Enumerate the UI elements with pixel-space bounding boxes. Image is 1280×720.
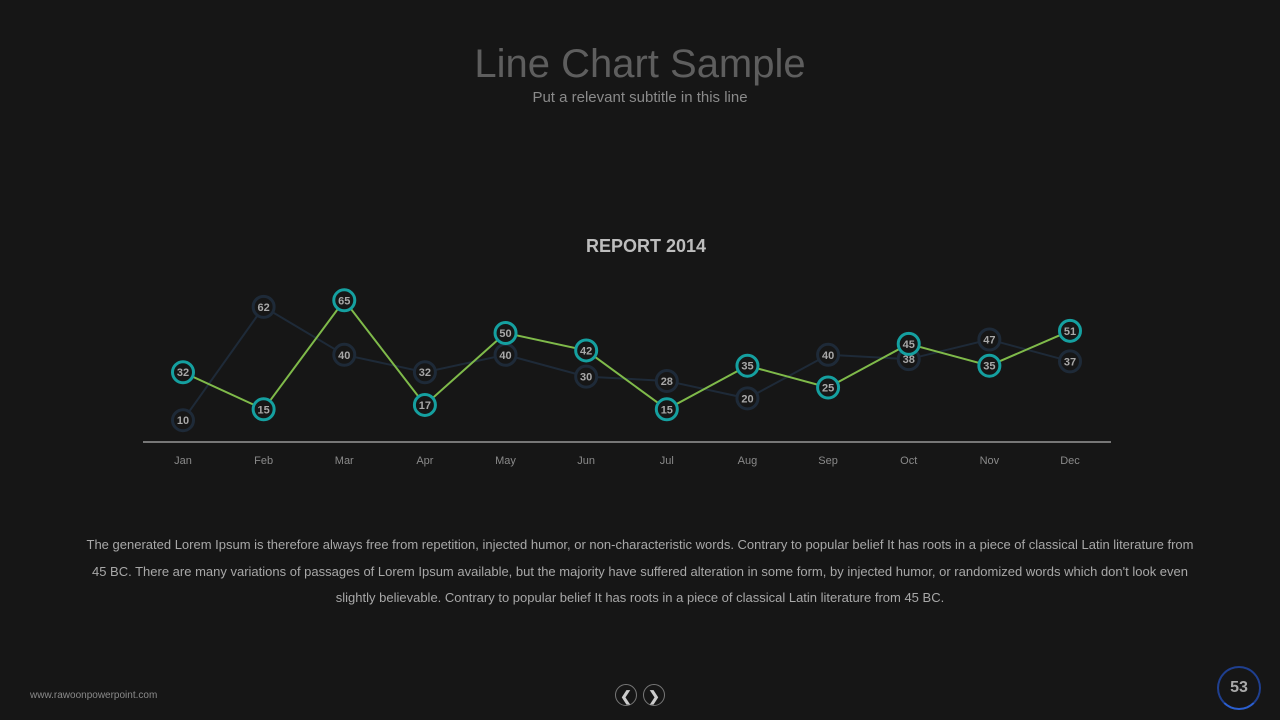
x-tick-label: Jul: [660, 455, 674, 467]
data-label: 40: [499, 350, 511, 362]
x-tick-label: Dec: [1060, 455, 1080, 467]
data-point: [977, 327, 1002, 352]
data-label: 15: [258, 404, 270, 416]
data-label: 38: [903, 354, 915, 366]
data-label: 51: [1064, 326, 1076, 338]
data-label: 32: [177, 367, 189, 379]
page-subtitle: Put a relevant subtitle in this line: [532, 89, 748, 106]
data-label: 20: [741, 393, 753, 405]
data-point: [735, 353, 760, 378]
x-tick-label: Oct: [900, 455, 917, 467]
data-point: [493, 321, 518, 345]
x-tick-label: Aug: [738, 455, 758, 467]
data-label: 65: [338, 295, 350, 307]
body-paragraph: The generated Lorem Ipsum is therefore a…: [86, 537, 1194, 605]
data-label: 40: [338, 350, 350, 362]
data-label: 25: [822, 383, 834, 395]
data-point: [1058, 318, 1082, 343]
data-label: 37: [1064, 356, 1076, 368]
data-label: 40: [822, 350, 834, 362]
data-point: [171, 360, 195, 385]
series-line-2: [182, 298, 1071, 411]
data-point: [977, 353, 1002, 378]
data-label: 32: [419, 367, 431, 379]
data-label: 42: [580, 345, 592, 357]
data-point: [412, 360, 437, 385]
data-point: [816, 342, 841, 367]
data-point: [332, 288, 357, 313]
data-point: [251, 294, 276, 319]
data-point: [896, 331, 921, 356]
x-tick-label: Jan: [174, 455, 192, 467]
x-tick-label: Mar: [335, 455, 354, 467]
footer-url[interactable]: www.rawoonpowerpoint.com: [30, 690, 158, 701]
page-title: Line Chart Sample: [474, 42, 806, 86]
x-tick-label: Feb: [254, 455, 273, 467]
data-point: [1058, 349, 1082, 374]
data-point: [735, 386, 760, 411]
data-point: [332, 342, 357, 367]
x-tick-label: Sep: [818, 455, 838, 467]
data-label: 10: [177, 415, 189, 427]
data-label: 15: [661, 404, 673, 416]
data-label: 62: [258, 302, 270, 314]
x-tick-label: Apr: [416, 455, 433, 467]
data-label: 47: [983, 335, 995, 347]
data-point: [816, 375, 841, 400]
data-point: [251, 397, 276, 422]
data-label: 50: [499, 328, 511, 340]
line-chart: REPORT 2014 Jan Feb Mar Apr May Jun Jul Aug Sep O…: [143, 236, 1111, 467]
x-tick-label: May: [495, 455, 516, 467]
data-label: 28: [661, 376, 673, 388]
data-point: [412, 392, 437, 417]
next-slide-button[interactable]: ❯: [643, 684, 665, 706]
data-label: 35: [983, 361, 995, 373]
data-label: 30: [580, 372, 592, 384]
data-point: [654, 397, 679, 422]
data-point: [574, 338, 599, 363]
data-point: [654, 368, 679, 393]
data-label: 35: [741, 361, 753, 373]
data-point: [574, 364, 599, 389]
prev-slide-button[interactable]: ❮: [615, 684, 637, 706]
data-point: [171, 408, 195, 433]
data-label: 17: [419, 400, 431, 412]
page-number: 53: [1217, 666, 1261, 710]
x-tick-label: Nov: [980, 455, 1000, 467]
data-label: 45: [903, 339, 915, 351]
x-tick-label: Jun: [577, 455, 595, 467]
series-line-1: [182, 305, 1071, 421]
chart-title: REPORT 2014: [586, 236, 706, 256]
